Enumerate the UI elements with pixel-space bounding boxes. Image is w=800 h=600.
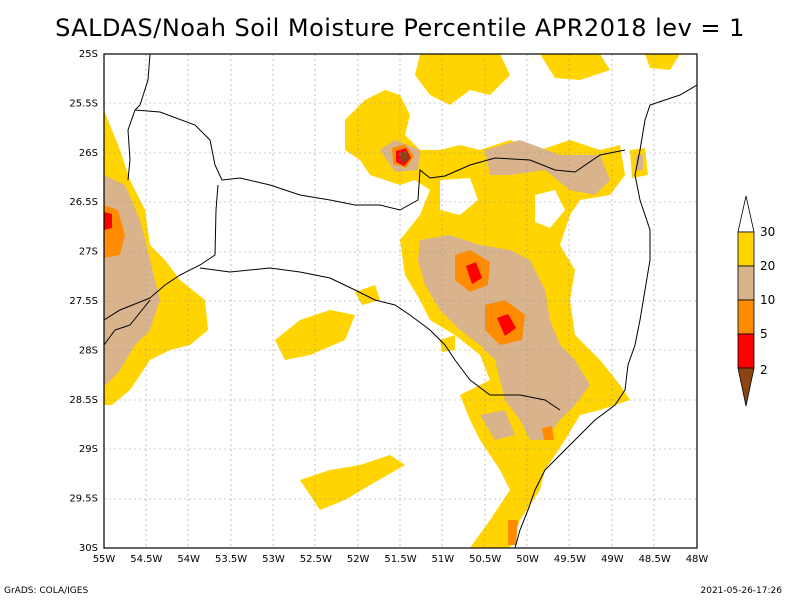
- graticule: [104, 54, 697, 548]
- colorbar-label-20: 20: [760, 259, 775, 273]
- lat-tick-label: 27.5S: [69, 296, 98, 307]
- latitude-tick-labels: 25S 25.5S 26S 26.5S 27S 27.5S 28S 28.5S 29S 29.5S…: [69, 49, 98, 554]
- lat-tick-label: 28S: [79, 345, 98, 356]
- colorbar-label-30: 30: [760, 225, 775, 239]
- colorbar-bottom-arrow: [737, 367, 755, 407]
- shade-yellow-top: [415, 54, 510, 105]
- lon-tick-label: 55W: [93, 554, 116, 565]
- map-title: SALDAS/Noah Soil Moisture Percentile APR…: [55, 14, 745, 42]
- lat-tick-label: 26S: [79, 148, 98, 159]
- shade-yellow-top2: [540, 54, 610, 80]
- border-line-1: [127, 54, 151, 181]
- lat-tick-label: 29S: [79, 444, 98, 455]
- border-line-3: [104, 184, 219, 321]
- lon-tick-label: 51.5W: [384, 554, 416, 565]
- lat-tick-label: 26.5S: [69, 197, 98, 208]
- colorbar-box-10: [737, 299, 755, 335]
- shade-orange-south: [508, 520, 518, 545]
- lat-tick-label: 30S: [79, 543, 98, 554]
- colorbar-top-arrow: [737, 195, 755, 233]
- shade-yellow-patch4: [440, 335, 455, 352]
- shade-yellow-patch2: [300, 455, 405, 510]
- border-line-5: [104, 299, 151, 346]
- lon-tick-label: 54.5W: [130, 554, 162, 565]
- border-line-2: [134, 109, 626, 211]
- shade-tan-southeast: [480, 410, 515, 440]
- lon-tick-label: 50W: [516, 554, 539, 565]
- colorbar-box-5: [737, 333, 755, 369]
- shade-yellow-top3: [645, 54, 680, 70]
- shade-white-hole-1: [440, 178, 478, 215]
- colorbar-label-5: 5: [760, 327, 768, 341]
- shaded-field: [104, 54, 680, 548]
- political-boundaries: [104, 54, 697, 548]
- shade-orange-southeast: [542, 426, 554, 440]
- footer-timestamp: 2021-05-26-17:26: [700, 586, 783, 596]
- lon-tick-label: 53.5W: [215, 554, 247, 565]
- colorbar-label-10: 10: [760, 293, 775, 307]
- lat-tick-label: 25S: [79, 49, 98, 60]
- shade-red-left: [104, 212, 112, 230]
- colorbar-box-20: [737, 265, 755, 301]
- lon-tick-label: 54W: [177, 554, 200, 565]
- coastline: [514, 84, 697, 548]
- shade-yellow-patch3: [355, 285, 380, 305]
- lon-tick-label: 52W: [347, 554, 370, 565]
- lon-tick-label: 48W: [686, 554, 709, 565]
- shade-brown-north: [399, 151, 409, 163]
- lat-tick-label: 27S: [79, 247, 98, 258]
- lon-tick-label: 48.5W: [639, 554, 671, 565]
- colorbar-label-2: 2: [760, 363, 768, 377]
- lat-tick-label: 25.5S: [69, 98, 98, 109]
- shade-red-center2: [497, 314, 516, 336]
- lon-tick-label: 50.5W: [469, 554, 501, 565]
- lon-tick-label: 52.5W: [300, 554, 332, 565]
- footer-credit: GrADS: COLA/IGES: [4, 586, 89, 596]
- shade-red-center1: [466, 262, 482, 284]
- lon-tick-label: 49W: [601, 554, 624, 565]
- plot-frame: [103, 53, 698, 549]
- colorbar: 30 20 10 5 2: [737, 195, 775, 407]
- border-line-4: [199, 267, 561, 411]
- lat-tick-label: 28.5S: [69, 395, 98, 406]
- colorbar-box-30: [737, 231, 755, 267]
- lon-tick-label: 51W: [432, 554, 455, 565]
- lat-tick-label: 29.5S: [69, 494, 98, 505]
- lon-tick-label: 53W: [262, 554, 285, 565]
- lon-tick-label: 49.5W: [554, 554, 586, 565]
- shade-white-hole-2: [535, 190, 565, 228]
- longitude-tick-labels: 55W 54.5W 54W 53.5W 53W 52.5W 52W 51.5W 51W 50.5W…: [93, 554, 709, 565]
